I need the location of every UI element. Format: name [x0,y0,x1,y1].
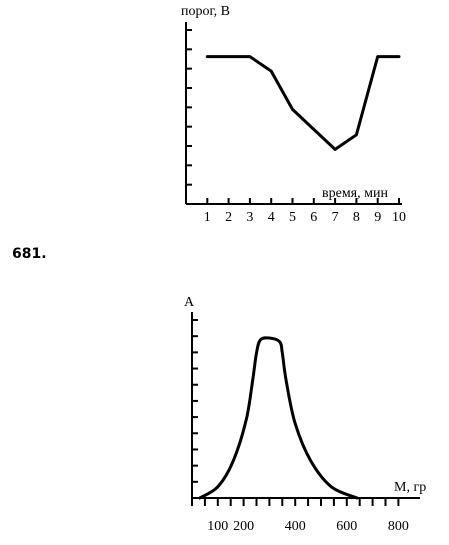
chart2-series-curve [198,336,359,500]
chart2-x-tick-labels: 100 200 400 600 800 [207,519,409,534]
chart2-x-label: М, гр [394,480,426,495]
chart1-series-line [205,55,401,151]
chart1-x-ticks [206,198,400,204]
chart-threshold-vs-time: порог, В время, мин 1 2 3 4 5 6 7 8 9 10 [181,4,406,225]
chart1-x-tick-label: 6 [310,210,317,225]
chart1-x-label: время, мин [322,186,388,201]
chart1-x-tick-label: 2 [225,210,232,225]
chart2-x-tick-label: 200 [233,519,254,534]
chart1-x-tick-label: 10 [392,210,406,225]
problem-number: 681. [12,246,47,262]
chart1-x-tick-label: 1 [204,210,211,225]
chart2-x-tick-label: 600 [336,519,357,534]
chart2-x-tick-label: 800 [388,519,409,534]
chart2-y-label: A [184,295,195,310]
chart-activity-vs-mass: A М, гр 100 200 400 600 800 [184,295,426,534]
chart1-x-tick-label: 7 [332,210,339,225]
chart1-y-ticks [186,29,192,186]
chart2-x-tick-label: 400 [285,519,306,534]
chart2-x-tick-label: 100 [207,519,228,534]
chart1-x-tick-label: 5 [289,210,296,225]
chart1-x-tick-label: 9 [374,210,381,225]
chart1-x-tick-label: 4 [268,210,275,225]
chart2-y-ticks [192,319,198,483]
chart1-x-tick-label: 3 [246,210,253,225]
chart1-x-tick-label: 8 [353,210,360,225]
chart2-x-ticks [191,498,400,506]
chart1-y-label: порог, В [181,4,230,19]
chart1-x-tick-labels: 1 2 3 4 5 6 7 8 9 10 [204,210,406,225]
